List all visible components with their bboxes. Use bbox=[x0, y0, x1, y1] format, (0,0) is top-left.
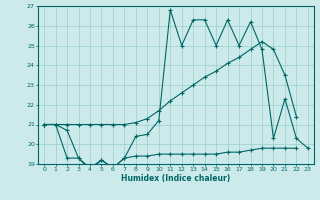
X-axis label: Humidex (Indice chaleur): Humidex (Indice chaleur) bbox=[121, 174, 231, 183]
